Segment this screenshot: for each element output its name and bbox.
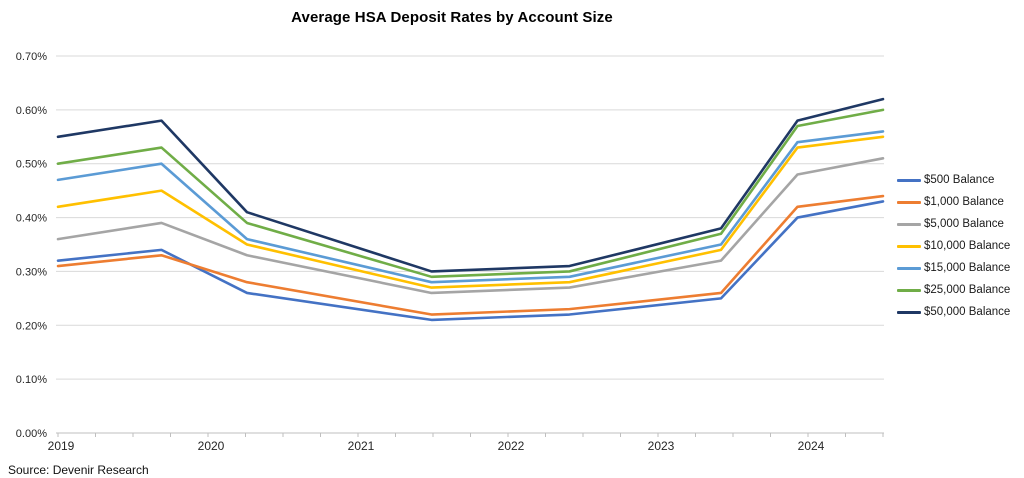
legend-line-swatch-icon	[897, 266, 921, 270]
legend-item-label: $50,000 Balance	[924, 306, 1011, 318]
y-axis-tick-label: 0.70%	[16, 51, 47, 63]
y-axis-tick-label: 0.10%	[16, 374, 47, 386]
legend-line-swatch-icon	[897, 288, 921, 292]
series-line-15-000-balance	[56, 130, 885, 284]
x-axis-tick-label: 2022	[498, 439, 525, 453]
legend-item-label: $25,000 Balance	[924, 284, 1011, 296]
series-line-25-000-balance	[56, 108, 885, 279]
x-axis-tick-label: 2019	[48, 439, 75, 453]
series-line-500-balance	[56, 200, 885, 322]
series-line-5-000-balance	[56, 157, 885, 295]
x-axis-tick-label: 2020	[198, 439, 225, 453]
x-axis-tick-label: 2021	[348, 439, 375, 453]
y-axis-tick-label: 0.50%	[16, 159, 47, 171]
legend-item-10-000-balance: $10,000 Balance	[897, 239, 1010, 253]
legend-item-label: $5,000 Balance	[924, 218, 1004, 230]
chart-title: Average HSA Deposit Rates by Account Siz…	[291, 9, 613, 26]
legend-item-15-000-balance: $15,000 Balance	[897, 261, 1010, 275]
y-axis-tick-label: 0.40%	[16, 213, 47, 225]
legend-line-swatch-icon	[897, 178, 921, 182]
legend-item-label: $500 Balance	[924, 174, 995, 186]
legend-item-label: $1,000 Balance	[924, 196, 1004, 208]
legend-line-swatch-icon	[897, 310, 921, 314]
series-line-50-000-balance	[56, 97, 885, 273]
legend-line-swatch-icon	[897, 222, 921, 226]
legend-item-5-000-balance: $5,000 Balance	[897, 217, 1010, 231]
legend-item-500-balance: $500 Balance	[897, 173, 1010, 187]
x-axis-tick-label: 2024	[798, 439, 825, 453]
series-line-1-000-balance	[56, 194, 885, 316]
legend-line-swatch-icon	[897, 200, 921, 204]
source-note: Source: Devenir Research	[8, 463, 149, 477]
legend-item-1-000-balance: $1,000 Balance	[897, 195, 1010, 209]
legend-item-25-000-balance: $25,000 Balance	[897, 283, 1010, 297]
legend-item-50-000-balance: $50,000 Balance	[897, 305, 1010, 319]
legend-line-swatch-icon	[897, 244, 921, 248]
chart-legend: $500 Balance $1,000 Balance $5,000 Balance…	[897, 173, 1010, 319]
y-axis-tick-label: 0.60%	[16, 105, 47, 117]
y-axis-tick-label: 0.30%	[16, 266, 47, 278]
y-axis-tick-label: 0.00%	[16, 428, 47, 440]
legend-item-label: $15,000 Balance	[924, 262, 1011, 274]
chart-plot-area: 0.00% 0.10% 0.20% 0.30% 0.40% 0.50% 0.60% 0.70%…	[16, 51, 885, 453]
x-axis-tick-label: 2023	[648, 439, 675, 453]
y-axis-tick-label: 0.20%	[16, 320, 47, 332]
series-line-10-000-balance	[56, 135, 885, 289]
legend-item-label: $10,000 Balance	[924, 240, 1011, 252]
